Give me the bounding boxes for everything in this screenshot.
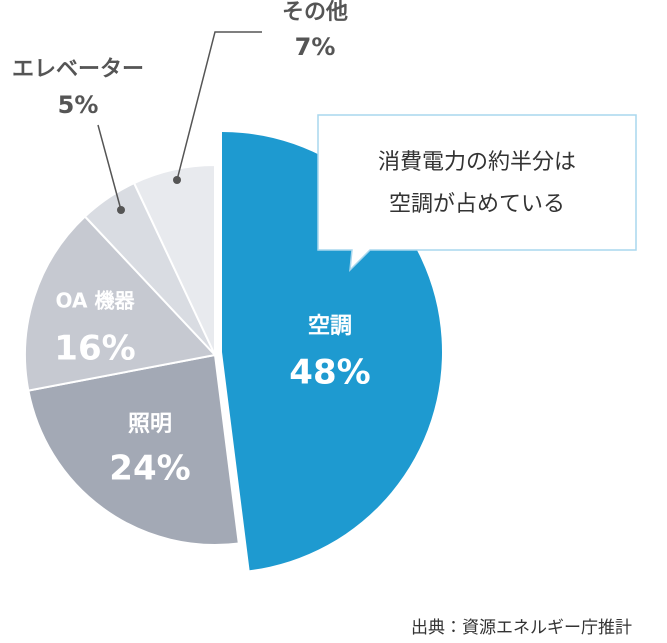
slice-label: エレベーター (12, 57, 144, 82)
callout-text: 空調が占めている (389, 192, 565, 217)
slice-label: 空調 (308, 313, 352, 339)
slice-value-label: 16% (54, 329, 135, 369)
leader-dot (117, 206, 125, 214)
slice-value-label: 7% (295, 33, 336, 61)
slice-value-label: 24% (109, 449, 190, 489)
leader-dot (173, 176, 181, 184)
source: 出典：資源エネルギー庁推計 (411, 618, 632, 638)
slice-label: 照明 (128, 412, 172, 437)
callout-box (317, 114, 637, 273)
callout-text: 消費電力の約半分は (378, 150, 576, 175)
slice-value-label: 48% (289, 353, 370, 393)
leader-line (97, 124, 122, 211)
slice-value-label: 5% (58, 91, 99, 119)
pie-slice (27, 353, 240, 546)
leader-line (176, 31, 262, 181)
pie-slice (132, 163, 216, 356)
slice-label: その他 (282, 0, 348, 25)
pie-slice (24, 215, 217, 392)
slice-label: OA 機器 (56, 289, 136, 313)
